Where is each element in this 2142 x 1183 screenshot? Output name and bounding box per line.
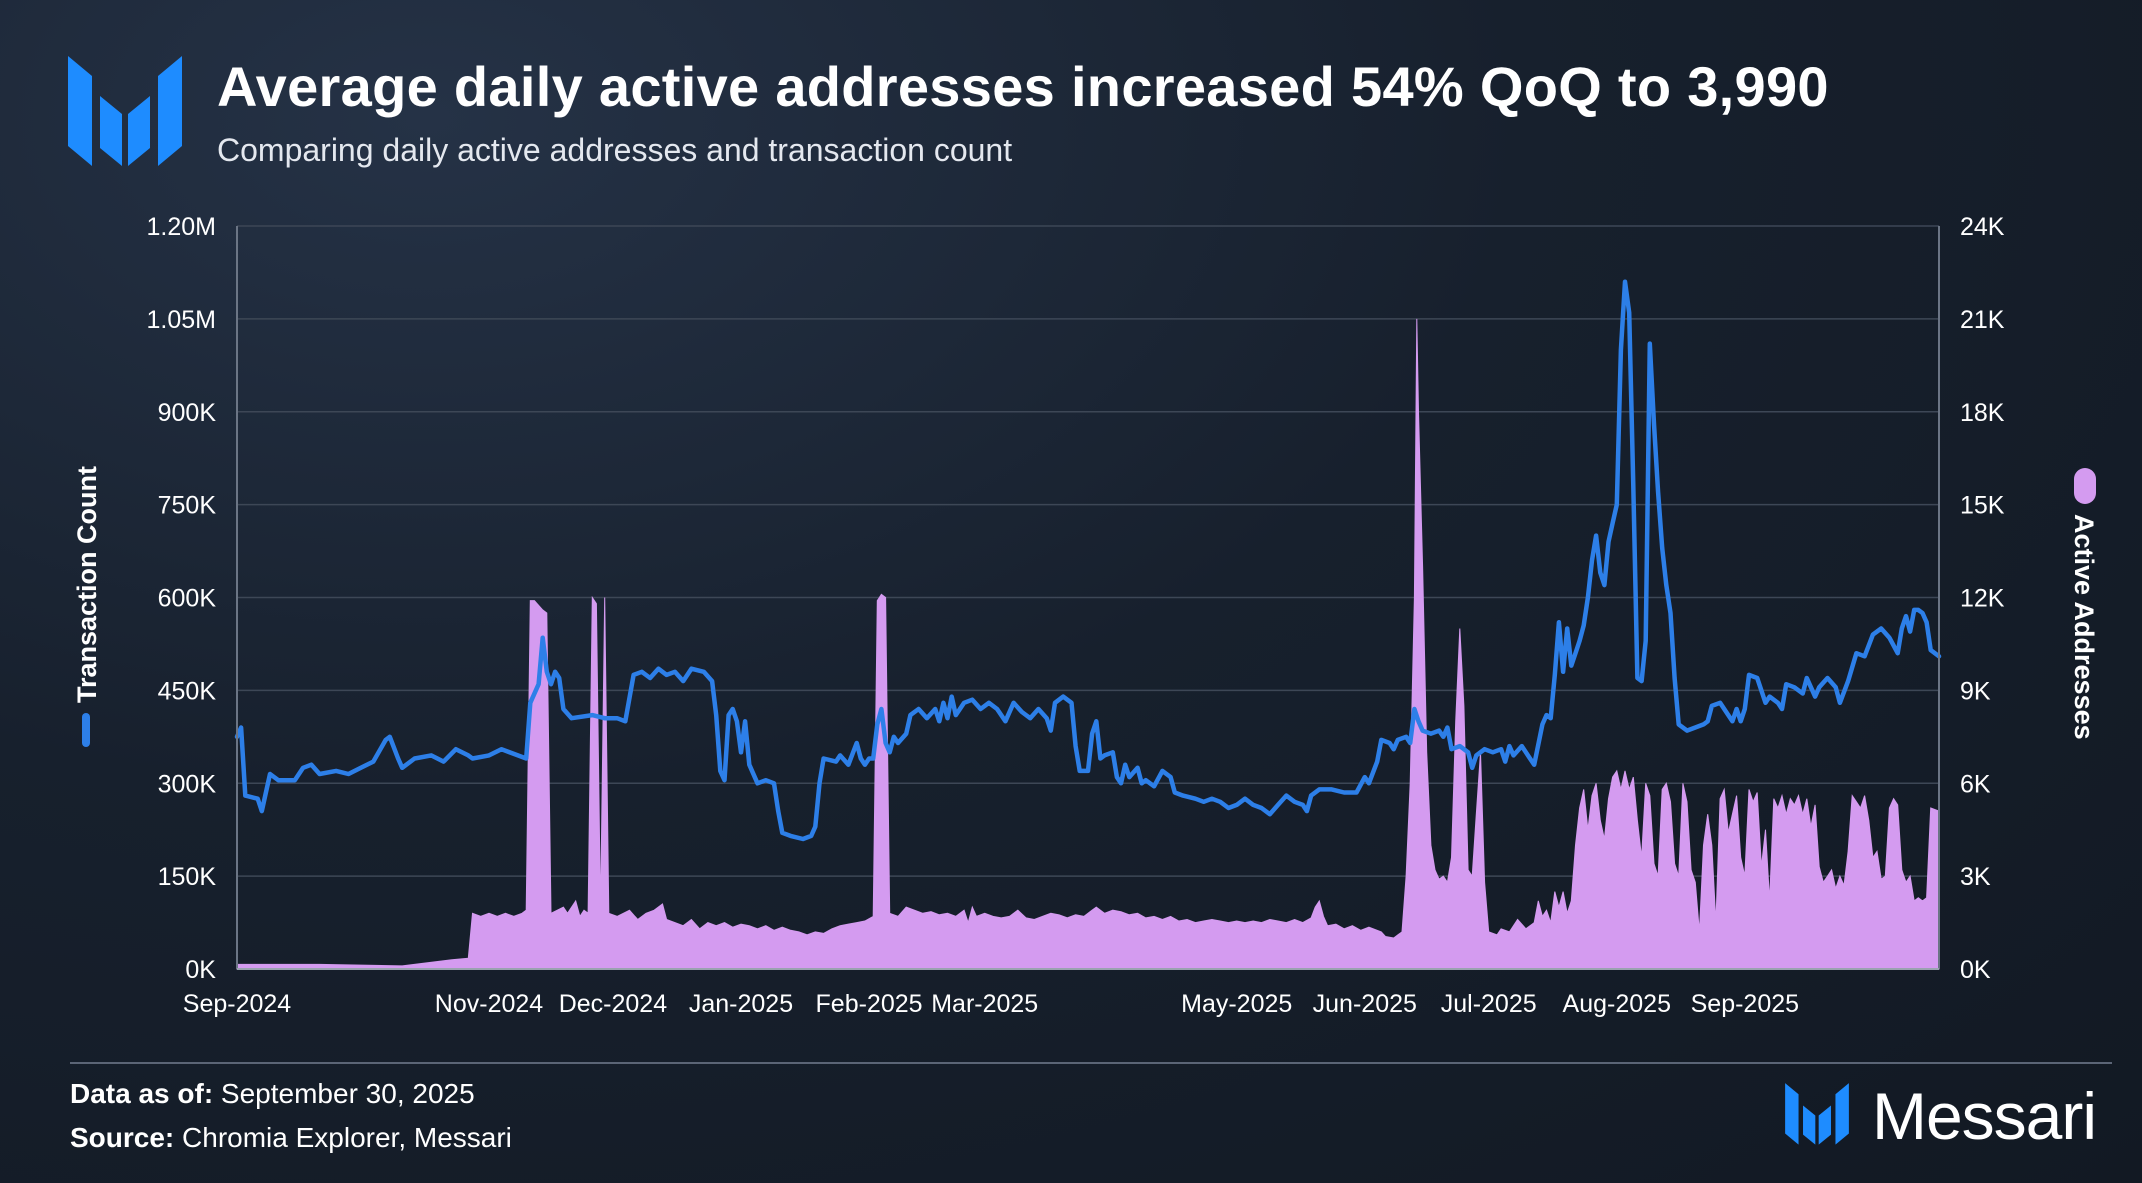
source-label: Source: xyxy=(70,1122,175,1153)
brand-name: Messari xyxy=(1872,1079,2097,1153)
right-tick-label: 3K xyxy=(1960,863,1991,891)
right-tick-label: 6K xyxy=(1960,770,1991,798)
right-tick-label: 15K xyxy=(1960,492,2005,520)
chart-subtitle: Comparing daily active addresses and tra… xyxy=(217,132,1013,168)
x-tick-label: May-2025 xyxy=(1181,990,1292,1018)
data-as-of: Data as of: September 30, 2025 xyxy=(70,1078,475,1110)
left-tick-label: 1.20M xyxy=(147,213,216,241)
x-tick-label: Aug-2025 xyxy=(1563,990,1671,1018)
x-tick-label: Jun-2025 xyxy=(1313,990,1417,1018)
left-tick-label: 0K xyxy=(185,956,216,984)
messari-logo-icon xyxy=(68,56,182,166)
right-tick-label: 0K xyxy=(1960,956,1991,984)
left-axis-label: Transaction Count xyxy=(72,466,102,703)
left-tick-label: 450K xyxy=(158,677,217,705)
x-tick-label: Sep-2024 xyxy=(183,990,292,1018)
chart-frame xyxy=(236,226,1940,970)
tx-legend-marker xyxy=(82,713,90,747)
x-tick-label: Jul-2025 xyxy=(1441,990,1537,1018)
x-tick-label: Nov-2024 xyxy=(435,990,543,1018)
left-axis-title: Transaction Count xyxy=(72,466,102,747)
right-axis-label: Active Addresses xyxy=(2069,514,2099,740)
left-tick-label: 300K xyxy=(158,770,217,798)
left-tick-label: 1.05M xyxy=(147,306,216,334)
right-tick-label: 9K xyxy=(1960,677,1991,705)
left-tick-label: 600K xyxy=(158,585,217,613)
right-axis-title: Active Addresses xyxy=(2069,468,2099,740)
gridlines xyxy=(237,225,1939,877)
footer-divider xyxy=(70,1062,2112,1064)
source: Source: Chromia Explorer, Messari xyxy=(70,1122,512,1154)
tick-labels: 0K 150K 300K 450K 600K 750K 900K 1.05M 1.20M 0K 3K… xyxy=(147,213,2005,1018)
right-tick-label: 21K xyxy=(1960,306,2005,334)
source-value: Chromia Explorer, Messari xyxy=(174,1122,512,1153)
messari-brand-icon xyxy=(1785,1083,1849,1145)
left-tick-label: 150K xyxy=(158,863,217,891)
transaction-count-series xyxy=(234,279,1942,842)
data-as-of-label: Data as of: xyxy=(70,1078,214,1109)
right-tick-label: 12K xyxy=(1960,585,2005,613)
addresses-legend-marker xyxy=(2074,468,2096,504)
x-tick-label: Jan-2025 xyxy=(689,990,793,1018)
axis-titles: Transaction Count Active Addresses xyxy=(72,466,2099,747)
transaction-count-line xyxy=(234,279,1942,842)
left-tick-label: 900K xyxy=(158,399,217,427)
right-tick-label: 24K xyxy=(1960,213,2005,241)
x-tick-label: Mar-2025 xyxy=(931,990,1038,1018)
x-tick-label: Sep-2025 xyxy=(1691,990,1799,1018)
right-tick-label: 18K xyxy=(1960,399,2005,427)
left-tick-label: 750K xyxy=(158,492,217,520)
active-addresses-series xyxy=(236,318,1940,970)
chart-title: Average daily active addresses increased… xyxy=(217,55,1829,118)
x-tick-label: Feb-2025 xyxy=(816,990,923,1018)
x-tick-label: Dec-2024 xyxy=(559,990,667,1018)
data-as-of-value: September 30, 2025 xyxy=(213,1078,475,1109)
active-addresses-area xyxy=(236,318,1940,970)
messari-brand: Messari xyxy=(1784,1079,2114,1153)
